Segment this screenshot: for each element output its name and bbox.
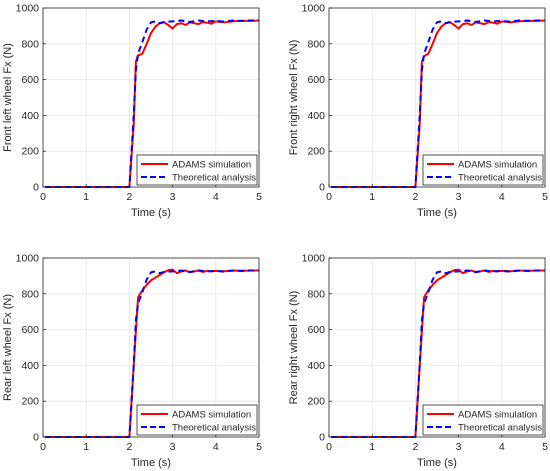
chart-panel-2: 0 1 2 3 4 5 0 200 400 600 800 1000 Time (s) Front rig… [288,3,548,220]
x-tick-label: 1 [83,441,89,453]
chart-panel-1: 0 1 2 3 4 5 0 200 400 600 800 1000 Time (s) Front lef… [2,3,262,220]
y-tick-label: 1000 [16,253,40,265]
y-tick-label: 200 [307,396,325,408]
y-axis-label: Front left wheel Fx (N) [2,43,14,152]
y-axis-label: Rear left wheel Fx (N) [2,294,14,401]
y-tick-label: 600 [307,74,325,86]
x-tick-label: 1 [369,441,375,453]
y-tick-label: 0 [319,432,325,444]
x-tick-label: 5 [542,441,548,453]
x-tick-label: 5 [542,191,548,203]
x-tick-label: 4 [213,441,219,453]
y-tick-label: 800 [21,288,39,300]
y-tick-label: 0 [33,432,39,444]
legend-box [136,154,258,186]
x-tick-label: 4 [213,191,219,203]
y-tick-label: 400 [307,360,325,372]
legend-adams-label: ADAMS simulation [458,160,537,171]
x-tick-label: 3 [456,441,462,453]
theoretical-analysis-line [331,19,545,188]
x-tick-label: 4 [499,191,505,203]
legend: ADAMS simulation Theoretical analysis [136,154,258,186]
y-tick-label: 1000 [16,3,40,15]
y-tick-label: 400 [21,110,39,122]
y-tick-label: 400 [21,360,39,372]
x-tick-label: 5 [256,191,262,203]
legend: ADAMS simulation Theoretical analysis [422,154,544,186]
chart-panel-4: 0 1 2 3 4 5 0 200 400 600 800 1000 Time (s) Rear righ… [288,253,548,470]
y-tick-label: 200 [21,396,39,408]
y-axis-label: Front right wheel Fx (N) [288,40,300,156]
y-tick-label: 0 [33,182,39,194]
theoretical-analysis-line [331,269,545,438]
x-axis-label: Time (s) [131,207,171,219]
y-tick-label: 800 [307,38,325,50]
y-tick-label: 200 [21,146,39,158]
y-tick-label: 600 [21,324,39,336]
y-tick-label: 800 [307,288,325,300]
legend-theory-label: Theoretical analysis [458,173,542,184]
legend-theory-label: Theoretical analysis [458,423,542,434]
x-tick-label: 2 [412,441,418,453]
x-tick-label: 3 [170,441,176,453]
x-tick-label: 3 [456,191,462,203]
y-tick-label: 0 [319,182,325,194]
x-tick-label: 5 [256,441,262,453]
y-tick-label: 600 [307,324,325,336]
legend-adams-label: ADAMS simulation [172,410,251,421]
axes-box [328,257,546,438]
legend-box [422,154,544,186]
x-axis-label: Time (s) [131,457,171,469]
axes-box [328,7,546,188]
y-tick-label: 400 [307,110,325,122]
x-tick-label: 0 [326,441,332,453]
y-tick-label: 1000 [302,253,326,265]
y-tick-label: 800 [21,38,39,50]
x-tick-label: 4 [499,441,505,453]
x-tick-label: 0 [40,441,46,453]
x-tick-label: 2 [126,441,132,453]
y-tick-label: 200 [307,146,325,158]
y-tick-label: 1000 [302,3,326,15]
x-tick-label: 1 [369,191,375,203]
legend-box [422,404,544,436]
x-tick-label: 0 [40,191,46,203]
axes-box [42,257,260,438]
x-tick-label: 2 [126,191,132,203]
y-axis-label: Rear right wheel Fx (N) [288,291,300,405]
y-tick-label: 600 [21,74,39,86]
legend-adams-label: ADAMS simulation [458,410,537,421]
x-tick-label: 1 [83,191,89,203]
x-tick-label: 0 [326,191,332,203]
legend-box [136,404,258,436]
x-tick-label: 2 [412,191,418,203]
chart-panel-3: 0 1 2 3 4 5 0 200 400 600 800 1000 Time (s) Rear left… [2,253,262,470]
theoretical-analysis-line [45,19,259,188]
x-axis-label: Time (s) [417,207,457,219]
legend: ADAMS simulation Theoretical analysis [136,404,258,436]
x-tick-label: 3 [170,191,176,203]
x-axis-label: Time (s) [417,457,457,469]
theoretical-analysis-line [45,269,259,438]
legend-adams-label: ADAMS simulation [172,160,251,171]
legend-theory-label: Theoretical analysis [172,173,256,184]
legend-theory-label: Theoretical analysis [172,423,256,434]
axes-box [42,7,260,188]
legend: ADAMS simulation Theoretical analysis [422,404,544,436]
